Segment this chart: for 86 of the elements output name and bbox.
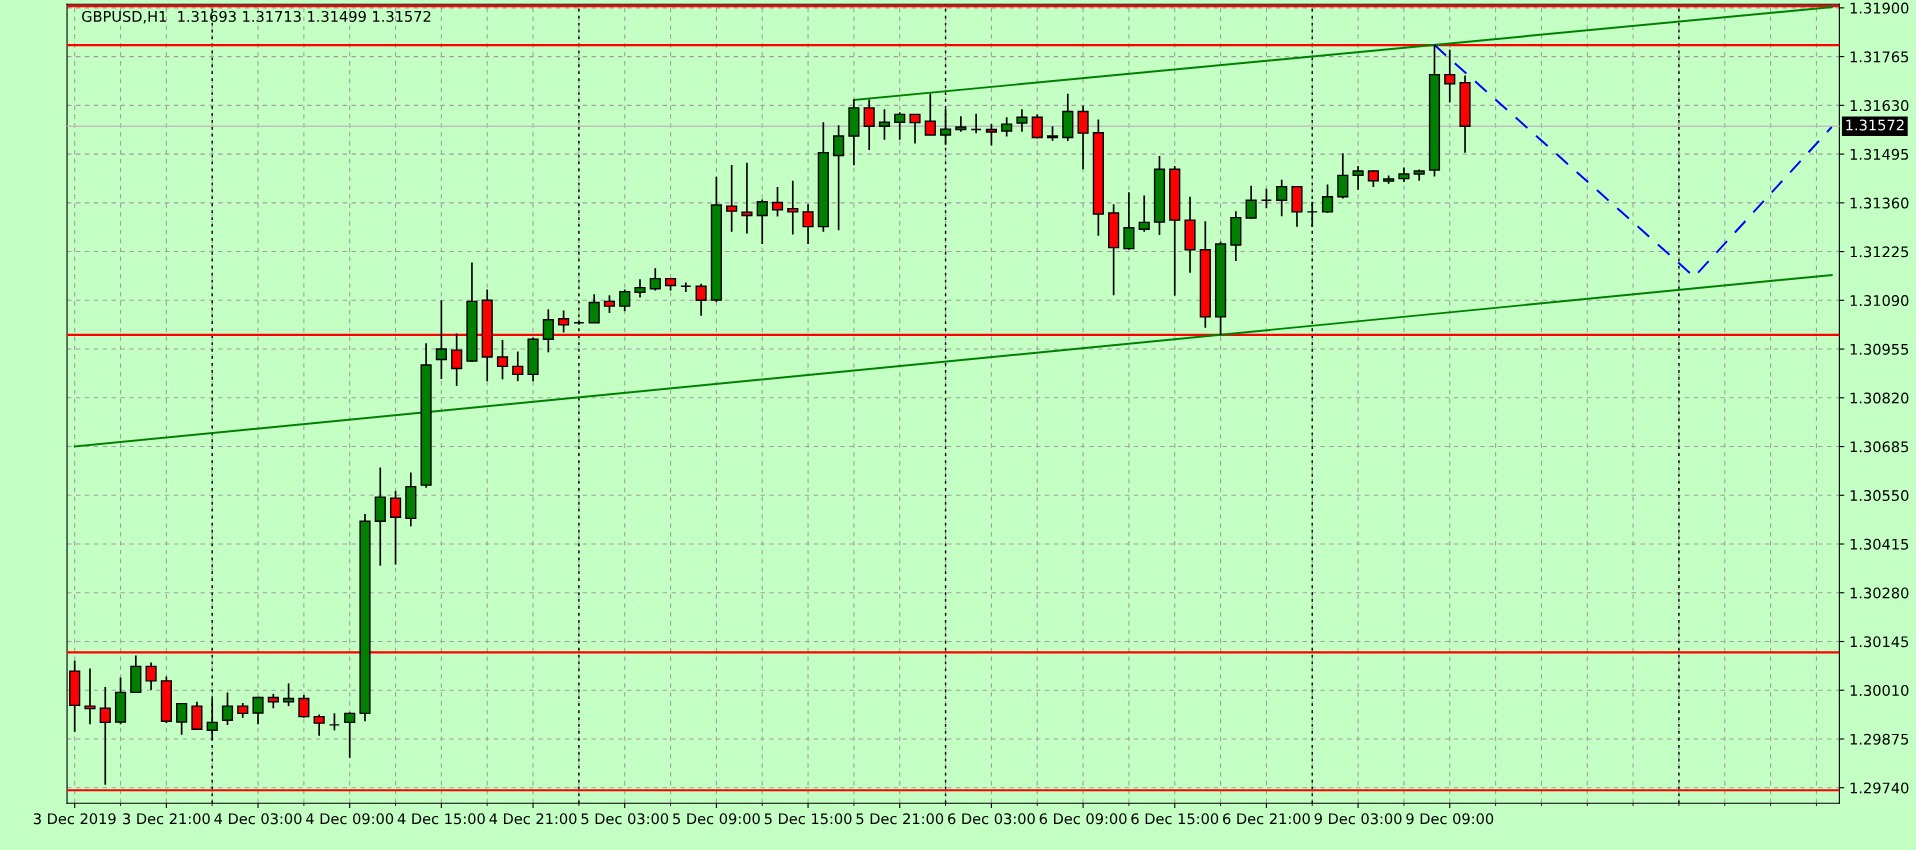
candlestick bbox=[99, 686, 111, 786]
candlestick bbox=[1123, 191, 1135, 251]
candlestick bbox=[221, 691, 234, 726]
candlestick bbox=[924, 92, 936, 136]
y-tick-label: 1.31225 bbox=[1850, 246, 1909, 258]
candlestick bbox=[558, 309, 570, 334]
candlestick bbox=[1031, 113, 1043, 140]
y-tick-label: 1.30955 bbox=[1850, 343, 1909, 355]
candlestick bbox=[833, 124, 845, 232]
candlestick bbox=[344, 711, 356, 759]
candlestick bbox=[542, 308, 554, 354]
candlestick bbox=[802, 203, 814, 245]
x-tick-label: 4 Dec 15:00 bbox=[397, 813, 485, 825]
y-tick-label: 1.29875 bbox=[1850, 733, 1909, 745]
y-tick-label: 1.31495 bbox=[1850, 148, 1909, 160]
candlestick bbox=[787, 179, 799, 236]
y-tick-label: 1.30820 bbox=[1850, 392, 1909, 404]
y-tick-label: 1.31630 bbox=[1850, 100, 1909, 112]
candlestick bbox=[726, 164, 738, 233]
candlestick bbox=[298, 694, 310, 719]
x-tick-label: 6 Dec 03:00 bbox=[948, 813, 1035, 825]
chart-title: GBPUSD,H1 1.31693 1.31713 1.31499 1.31572 bbox=[82, 10, 431, 24]
x-tick-label: 3 Dec 21:00 bbox=[123, 813, 210, 825]
x-tick-label: 4 Dec 03:00 bbox=[214, 813, 302, 825]
candlestick bbox=[1321, 183, 1334, 214]
candlestick bbox=[985, 123, 997, 147]
candlestick bbox=[771, 186, 784, 218]
candlestick bbox=[588, 293, 600, 324]
candlestick bbox=[1245, 185, 1257, 220]
candlestick bbox=[649, 267, 661, 292]
y-tick-label: 1.30685 bbox=[1850, 441, 1909, 453]
candlestick bbox=[970, 112, 982, 134]
candlestick bbox=[435, 299, 447, 380]
candlestick bbox=[634, 278, 646, 299]
candlestick bbox=[756, 198, 768, 245]
candlestick bbox=[389, 490, 402, 566]
candlestick bbox=[176, 702, 188, 736]
candlestick bbox=[695, 282, 707, 317]
x-tick-label: 5 Dec 09:00 bbox=[673, 813, 760, 825]
x-tick-label: 6 Dec 09:00 bbox=[1039, 813, 1127, 825]
candlestick bbox=[252, 695, 264, 726]
y-tick-label: 1.30415 bbox=[1850, 538, 1909, 550]
y-tick-label: 1.30550 bbox=[1850, 489, 1909, 502]
candlestick bbox=[1016, 108, 1028, 133]
x-tick-label: 6 Dec 15:00 bbox=[1131, 813, 1219, 825]
candlestick bbox=[1306, 200, 1318, 228]
y-tick-label: 1.31090 bbox=[1850, 295, 1909, 307]
candlestick bbox=[84, 667, 96, 726]
y-tick-label: 1.30010 bbox=[1850, 684, 1909, 696]
x-tick-label: 9 Dec 09:00 bbox=[1406, 813, 1494, 825]
candlestick bbox=[909, 113, 921, 145]
y-tick-label: 1.30145 bbox=[1850, 636, 1909, 648]
candlestick bbox=[863, 98, 875, 151]
candlestick bbox=[955, 115, 967, 133]
y-tick-label: 1.31360 bbox=[1850, 197, 1909, 209]
x-tick-label: 3 Dec 2019 bbox=[33, 813, 116, 825]
ref-line-label: 1.31572 bbox=[1846, 119, 1904, 131]
candlestick bbox=[1444, 48, 1456, 104]
candlestick bbox=[1276, 178, 1288, 218]
x-tick-label: 6 Dec 21:00 bbox=[1223, 813, 1310, 825]
y-tick-label: 1.31900 bbox=[1850, 2, 1909, 14]
candlestick bbox=[619, 288, 631, 312]
candlestick bbox=[680, 281, 692, 293]
candlestick bbox=[741, 161, 753, 235]
candlestick bbox=[512, 350, 524, 383]
x-tick-label: 4 Dec 09:00 bbox=[306, 813, 394, 825]
x-tick-label: 5 Dec 15:00 bbox=[764, 813, 852, 825]
candlestick bbox=[145, 661, 157, 691]
candlestick bbox=[894, 111, 906, 141]
candlestick bbox=[1260, 187, 1273, 210]
candlestick bbox=[1077, 104, 1089, 171]
x-tick-label: 4 Dec 21:00 bbox=[489, 813, 577, 825]
candlestick bbox=[878, 108, 891, 141]
x-tick-label: 9 Dec 03:00 bbox=[1314, 813, 1402, 825]
x-tick-label: 5 Dec 03:00 bbox=[581, 813, 669, 825]
candlestick bbox=[1001, 116, 1013, 138]
y-tick-label: 1.30280 bbox=[1850, 587, 1909, 599]
x-tick-label: 5 Dec 21:00 bbox=[856, 813, 944, 825]
candlestick bbox=[313, 713, 325, 737]
y-tick-label: 1.31765 bbox=[1850, 51, 1909, 63]
candlestick bbox=[1138, 194, 1150, 233]
y-tick-label: 1.29740 bbox=[1850, 782, 1909, 794]
candlestick bbox=[1337, 152, 1349, 200]
candlestick bbox=[496, 339, 509, 381]
candlestick bbox=[1352, 165, 1364, 191]
candlestick bbox=[191, 700, 203, 731]
